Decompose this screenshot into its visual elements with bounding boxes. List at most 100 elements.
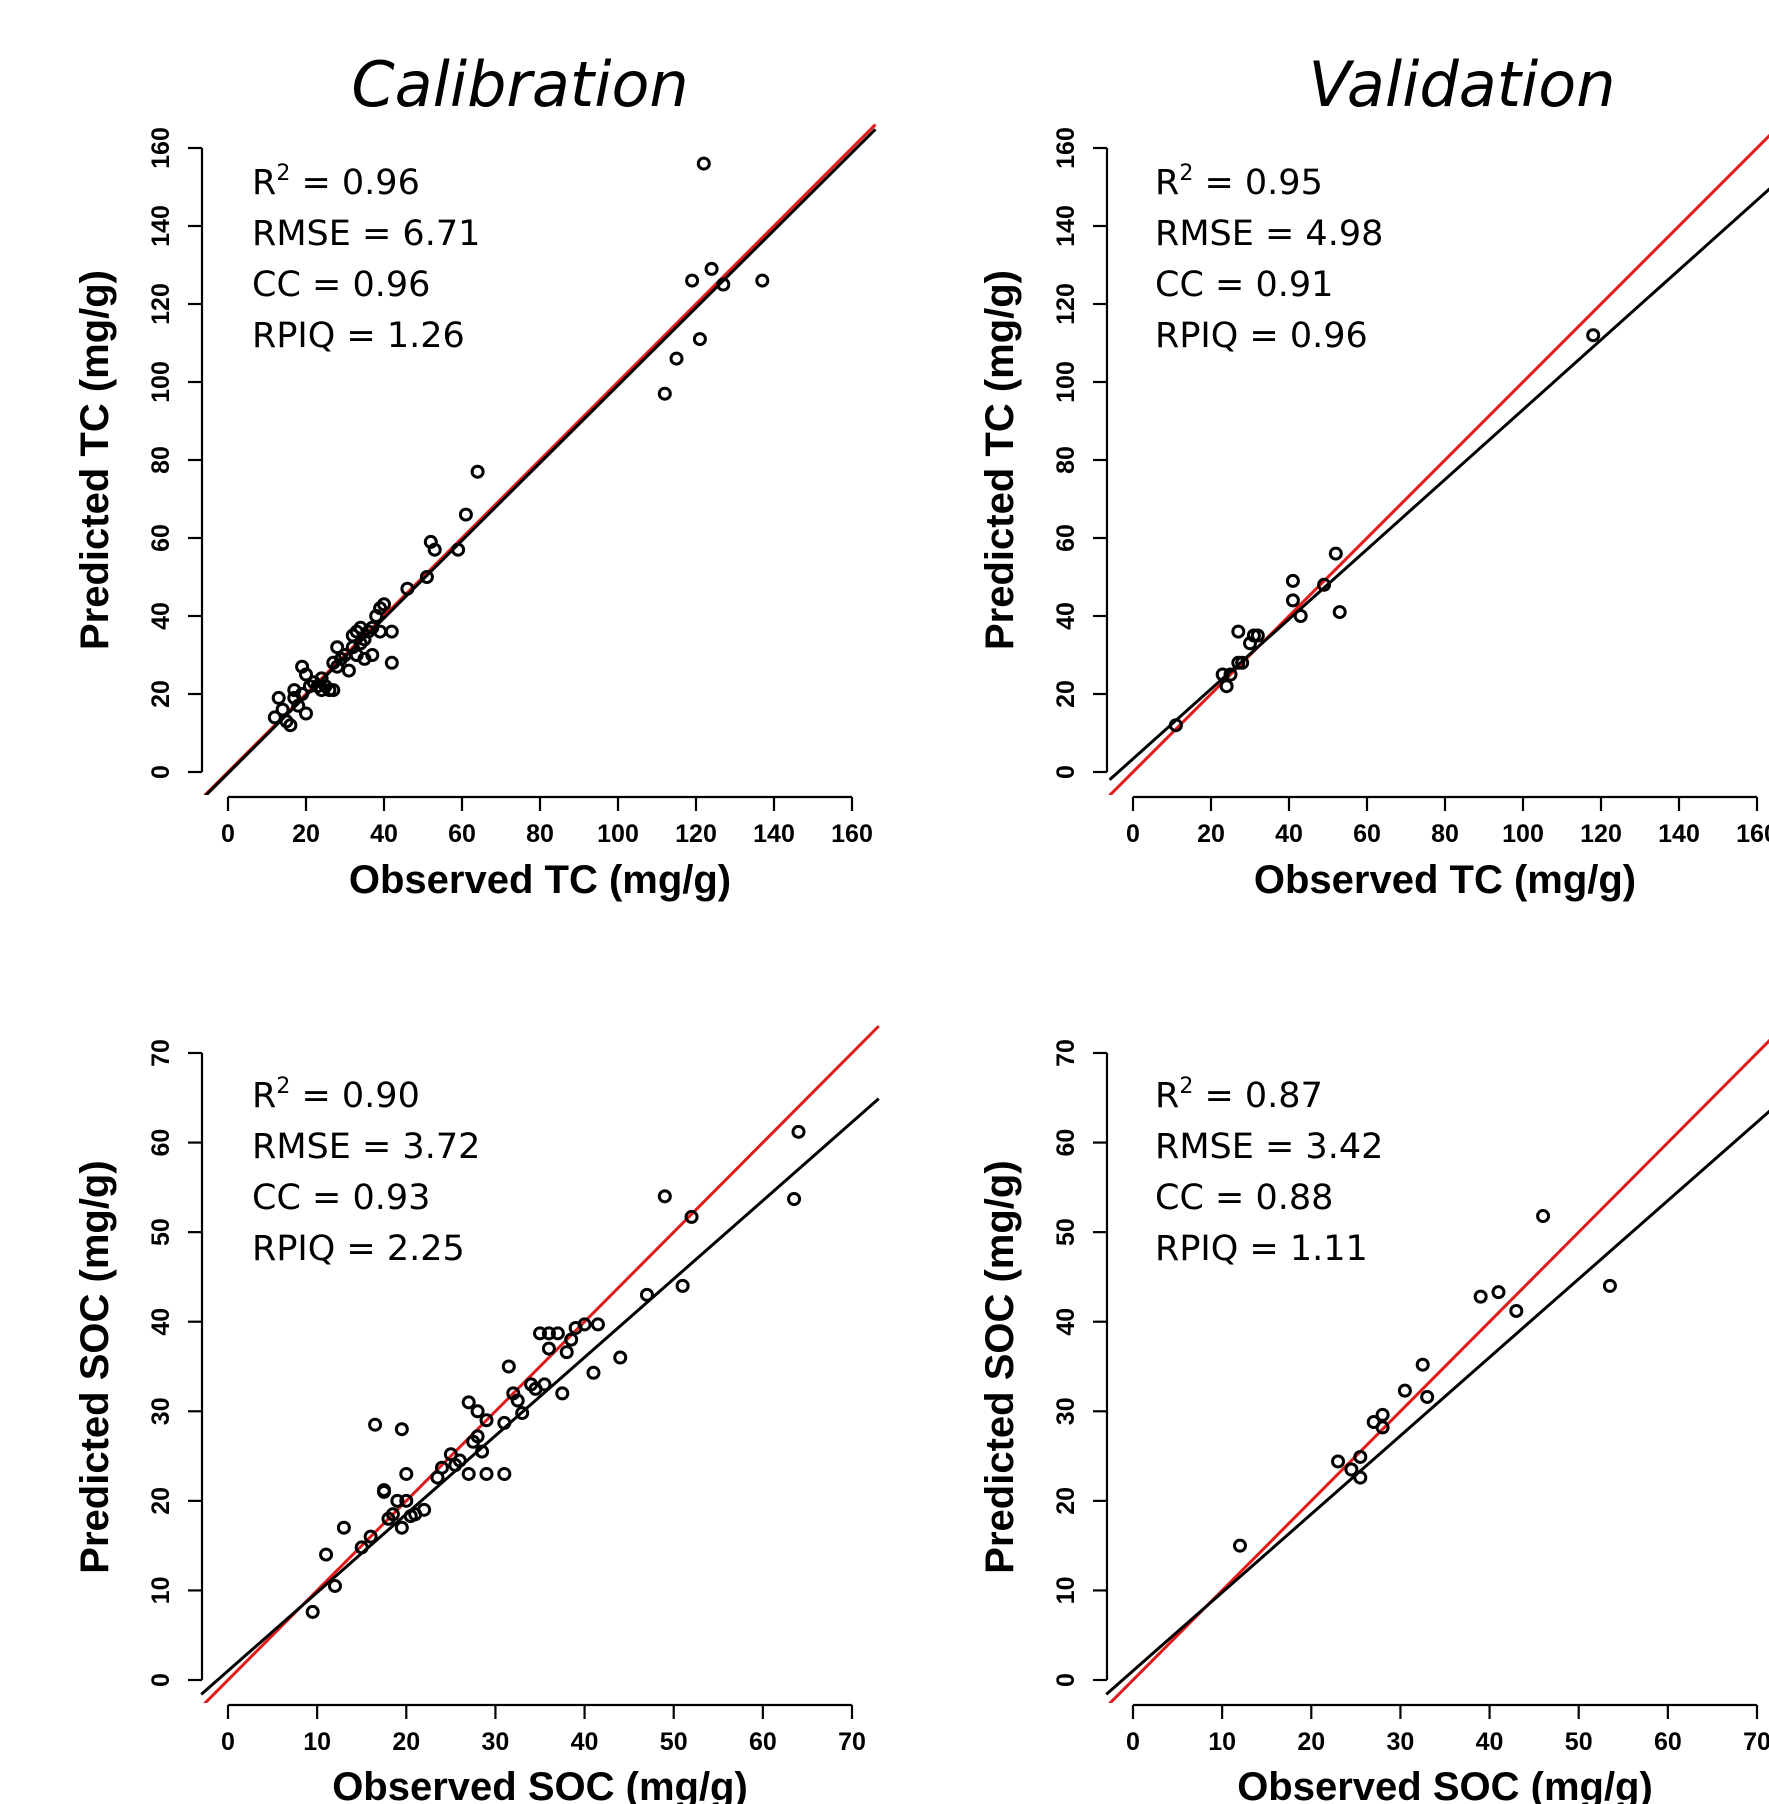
y-tick-label: 40 <box>147 602 175 630</box>
cc-stat: CC = 0.88 <box>1155 1178 1333 1218</box>
data-point <box>365 648 380 662</box>
x-tick-label: 30 <box>1387 1728 1415 1756</box>
y-tick-label: 20 <box>147 680 175 708</box>
panel-calibration-soc: 0 10 20 30 40 50 60 70 0 10 20 30 40 50 60 70 Observed S… <box>73 1025 880 1804</box>
y-tick-label: 0 <box>1052 1673 1080 1687</box>
x-tick-label: 50 <box>660 1728 688 1756</box>
data-point <box>657 386 672 401</box>
cc-stat: CC = 0.96 <box>252 265 430 305</box>
x-tick-label: 100 <box>597 820 639 848</box>
y-tick-label: 120 <box>147 283 175 325</box>
data-point <box>470 1404 485 1419</box>
regression-fit-line <box>200 1097 880 1696</box>
data-point <box>1491 1285 1506 1300</box>
r-squared-stat: R2 = 0.87 <box>1155 1074 1323 1116</box>
data-point <box>394 1422 409 1437</box>
x-tick-label: 40 <box>1476 1728 1504 1756</box>
y-tick-label: 10 <box>1052 1577 1080 1605</box>
x-axis-title: Observed TC (mg/g) <box>349 858 731 902</box>
data-point <box>577 1317 592 1332</box>
y-axis-title: Predicted TC (mg/g) <box>978 270 1022 650</box>
data-point <box>434 1460 449 1475</box>
data-point <box>475 1444 490 1459</box>
data-point <box>1473 1289 1488 1304</box>
data-point <box>1375 1420 1390 1435</box>
reference-lines <box>1105 1038 1769 1703</box>
data-point <box>613 1350 628 1365</box>
data-point <box>295 687 310 701</box>
data-point <box>639 1287 654 1302</box>
y-tick-label: 40 <box>147 1308 175 1336</box>
r-squared-stat: R2 = 0.90 <box>252 1074 420 1116</box>
y-tick-label: 0 <box>147 1673 175 1687</box>
x-tick-label: 70 <box>838 1728 866 1756</box>
data-point <box>326 683 341 698</box>
x-tick-label: 160 <box>1736 820 1769 848</box>
data-point <box>399 1493 414 1508</box>
data-point <box>470 464 485 479</box>
y-axis-title: Predicted SOC (mg/g) <box>978 1160 1022 1573</box>
y-axis-title: Predicted TC (mg/g) <box>73 270 117 650</box>
y-tick-label: 20 <box>1052 1487 1080 1515</box>
data-point <box>1509 1303 1524 1318</box>
data-point <box>305 1604 320 1619</box>
data-point <box>400 581 415 596</box>
data-point <box>399 1466 414 1481</box>
y-tick-label: 50 <box>1052 1218 1080 1246</box>
data-point <box>451 542 466 557</box>
rmse-stat: RMSE = 6.71 <box>252 214 480 254</box>
y-tick-label: 20 <box>1052 680 1080 708</box>
data-point <box>497 1466 512 1481</box>
data-point <box>1285 573 1300 588</box>
data-point <box>1397 1383 1412 1398</box>
data-point <box>586 1365 601 1380</box>
y-tick-label: 20 <box>147 1487 175 1515</box>
data-point <box>515 1406 530 1421</box>
data-point <box>390 1493 405 1508</box>
data-point <box>564 1332 579 1347</box>
data-point <box>271 690 286 705</box>
data-points <box>305 1124 806 1619</box>
x-tick-label: 60 <box>448 820 476 848</box>
data-point <box>692 332 707 347</box>
data-point <box>283 718 298 733</box>
rmse-stat: RMSE = 4.98 <box>1155 214 1383 254</box>
data-point <box>1293 609 1308 623</box>
panel-validation-tc: 0 20 40 60 80 100 120 140 160 0 20 40 60 80 100 120 140 1… <box>978 127 1769 902</box>
x-axis-title: Observed TC (mg/g) <box>1254 858 1636 902</box>
y-tick-label: 10 <box>147 1577 175 1605</box>
data-point <box>1231 624 1246 639</box>
data-point <box>458 507 473 522</box>
rmse-stat: RMSE = 3.72 <box>252 1127 480 1167</box>
rmse-stat: RMSE = 3.42 <box>1155 1127 1383 1167</box>
rpiq-stat: RPIQ = 1.26 <box>252 316 465 356</box>
x-tick-label: 0 <box>221 820 235 848</box>
data-point <box>461 1466 476 1481</box>
x-tick-label: 30 <box>482 1728 510 1756</box>
data-point <box>1353 1470 1368 1485</box>
data-points <box>267 156 770 733</box>
y-tick-label: 140 <box>1052 205 1080 247</box>
x-tick-label: 80 <box>526 820 554 848</box>
data-point <box>541 1326 556 1341</box>
data-point <box>684 1209 699 1224</box>
data-point <box>1328 546 1343 561</box>
x-tick-label: 60 <box>1353 820 1381 848</box>
data-point <box>275 702 290 717</box>
x-tick-label: 20 <box>392 1728 420 1756</box>
data-point <box>1215 667 1230 682</box>
y-tick-label: 100 <box>147 361 175 403</box>
data-point <box>368 1417 383 1432</box>
data-point <box>417 1502 432 1517</box>
data-point <box>336 1520 351 1535</box>
data-point <box>1536 1209 1551 1224</box>
data-point <box>1353 1449 1368 1464</box>
y-tick-label: 120 <box>1052 283 1080 325</box>
data-point <box>299 706 313 721</box>
data-point <box>1219 679 1234 694</box>
data-point <box>791 1124 806 1139</box>
data-point <box>377 597 391 612</box>
reference-lines <box>200 1025 880 1703</box>
data-point <box>1232 1538 1247 1553</box>
